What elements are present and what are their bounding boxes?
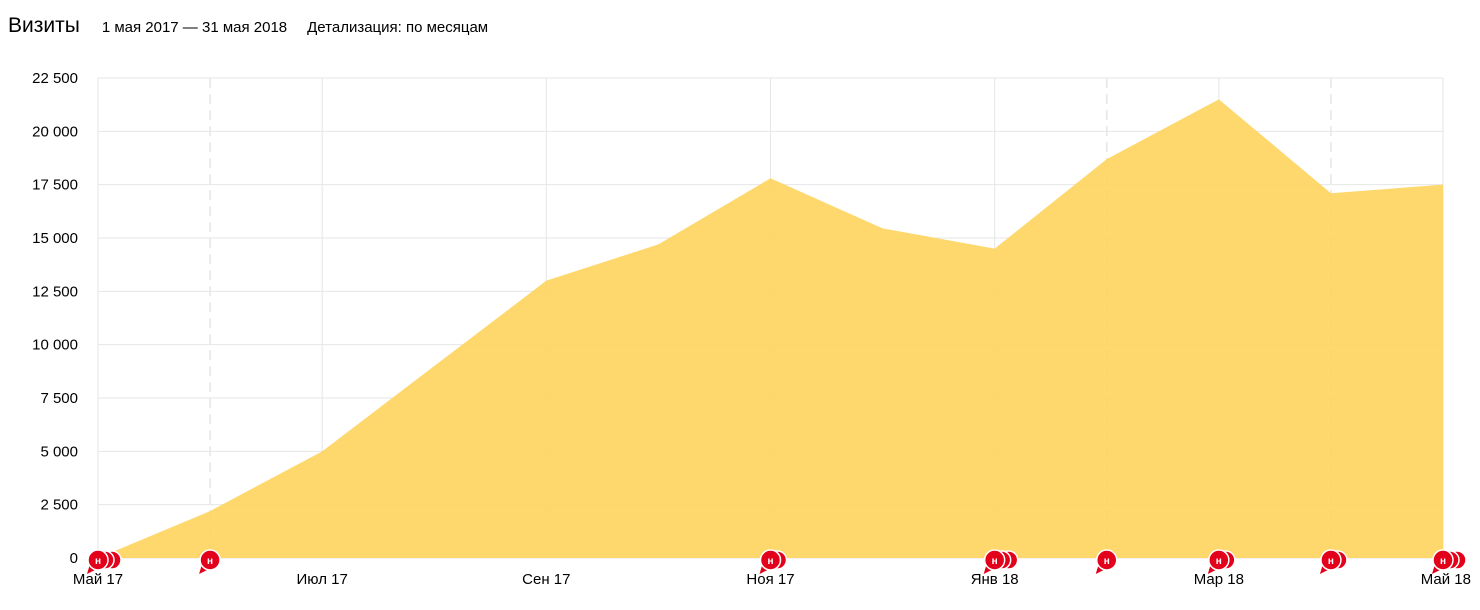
- detail-setting[interactable]: Детализация: по месяцам: [307, 19, 489, 36]
- data-point[interactable]: [316, 445, 328, 457]
- x-tick-label: Ноя 17: [746, 571, 794, 588]
- data-point[interactable]: [989, 243, 1001, 255]
- annotation-marker[interactable]: н: [1432, 549, 1467, 574]
- annotation-label: н: [1216, 556, 1222, 567]
- data-point[interactable]: [428, 360, 440, 372]
- annotation-bubble: [759, 549, 782, 571]
- annotation-bubble: [1096, 549, 1118, 571]
- y-tick-label: 12 500: [32, 283, 78, 300]
- x-tick-label: Мар 18: [1194, 571, 1244, 588]
- y-tick-label: 17 500: [32, 177, 78, 194]
- data-point[interactable]: [877, 222, 889, 234]
- data-point[interactable]: [1437, 179, 1449, 191]
- x-tick-label: Июл 17: [297, 571, 348, 588]
- y-tick-label: 5 000: [40, 443, 78, 460]
- annotation-label: н: [95, 556, 101, 567]
- x-tick-label: Янв 18: [971, 571, 1019, 588]
- data-point[interactable]: [1101, 153, 1113, 165]
- annotation-label: н: [992, 556, 998, 567]
- annotation-marker[interactable]: н: [199, 549, 221, 574]
- annotation-bubble: [1320, 549, 1342, 571]
- data-point[interactable]: [765, 172, 777, 184]
- y-tick-label: 0: [70, 550, 78, 567]
- x-tick-label: Май 17: [73, 571, 123, 588]
- data-point[interactable]: [1325, 187, 1337, 199]
- chart-header: Визиты 1 мая 2017 — 31 мая 2018 Детализа…: [8, 14, 488, 54]
- annotation-label: н: [1328, 556, 1334, 567]
- annotation-marker[interactable]: н: [759, 549, 788, 574]
- annotation-marker[interactable]: н: [983, 549, 1019, 574]
- annotation-bubble: [199, 549, 221, 571]
- y-tick-label: 20 000: [32, 123, 78, 140]
- x-tick-label: Май 18: [1421, 571, 1471, 588]
- annotation-label: н: [207, 556, 213, 567]
- x-tick-label: Сен 17: [522, 571, 570, 588]
- y-tick-label: 2 500: [40, 497, 78, 514]
- annotation-bubble: [87, 549, 109, 571]
- date-range[interactable]: 1 мая 2017 — 31 мая 2018: [101, 19, 288, 36]
- y-tick-label: 10 000: [32, 337, 78, 354]
- data-point[interactable]: [540, 275, 552, 287]
- annotation-bubble: [983, 549, 1006, 571]
- annotation-marker[interactable]: н: [87, 549, 122, 574]
- y-tick-label: 15 000: [32, 230, 78, 247]
- chart-title: Визиты: [8, 14, 80, 37]
- y-tick-label: 7 500: [40, 390, 78, 407]
- annotation-label: н: [767, 556, 773, 567]
- annotation-bubble: [1432, 549, 1454, 571]
- annotation-marker[interactable]: н: [1207, 549, 1236, 574]
- annotation-bubble: [1208, 549, 1230, 571]
- y-tick-label: 22 500: [32, 70, 78, 87]
- data-point[interactable]: [1213, 93, 1225, 105]
- data-point[interactable]: [204, 505, 216, 517]
- visits-area[interactable]: [98, 99, 1443, 558]
- data-point[interactable]: [652, 238, 664, 250]
- annotation-label: н: [1440, 556, 1446, 567]
- annotation-marker[interactable]: н: [1319, 549, 1348, 574]
- annotation-label: н: [1104, 556, 1110, 567]
- annotation-marker[interactable]: н: [1095, 549, 1118, 574]
